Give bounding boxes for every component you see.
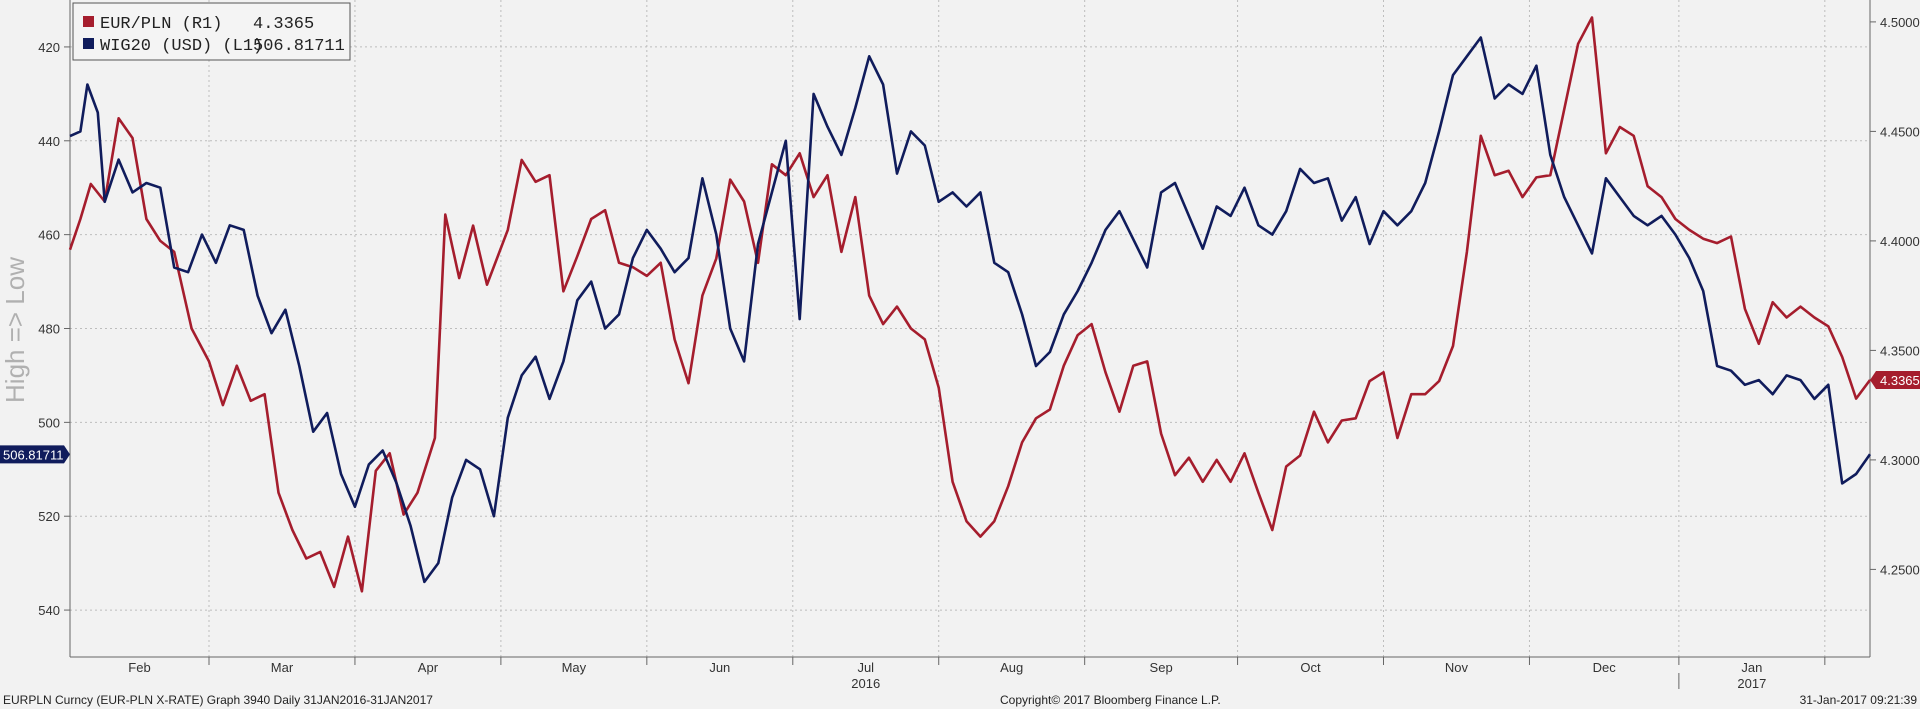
left-last-value-tag: 506.81711 [0, 445, 70, 464]
footer-description: EURPLN Curncy (EUR-PLN X-RATE) Graph 394… [3, 693, 433, 707]
left-axis-ticks: 420 440 460 480 500 520 540 [38, 40, 70, 618]
left-tick-label: 540 [38, 603, 60, 618]
legend-swatch-eurpln [83, 16, 94, 27]
left-tick-label: 500 [38, 415, 60, 430]
legend-box [72, 2, 351, 61]
y-axis-label: High => Low [0, 257, 30, 403]
legend: EUR/PLN (R1) 4.3365 WIG20 (USD) (L1) 506… [72, 2, 351, 61]
right-tick-label: 4.2500 [1880, 562, 1920, 577]
legend-label-eurpln: EUR/PLN (R1) [100, 15, 222, 34]
right-tag-text: 4.3365 [1880, 373, 1920, 388]
left-tick-label: 460 [38, 228, 60, 243]
x-tick-label: Jun [709, 660, 730, 675]
legend-swatch-wig20 [83, 38, 94, 49]
right-tag-shape [1870, 370, 1920, 389]
left-tick-label: 440 [38, 134, 60, 149]
x-tick-label: Dec [1593, 660, 1617, 675]
x-tick-label: Nov [1445, 660, 1469, 675]
right-tick-label: 4.3000 [1880, 453, 1920, 468]
right-tick-label: 4.5000 [1880, 15, 1920, 30]
x-tick-label: Jul [857, 660, 874, 675]
year-label: 2017 [1737, 676, 1766, 691]
left-tag-shape [0, 445, 70, 464]
legend-value-wig20: 506.81711 [253, 37, 345, 56]
left-tick-label: 480 [38, 322, 60, 337]
right-tick-label: 4.3500 [1880, 343, 1920, 358]
left-tag-text: 506.81711 [3, 447, 64, 462]
x-tick-label: May [562, 660, 587, 675]
right-tick-label: 4.4500 [1880, 124, 1920, 139]
x-axis-ticks: Feb Mar Apr May Jun Jul Aug Sep Oct Nov Dec Jan 2016… [128, 657, 1826, 691]
year-label: 2016 [851, 676, 880, 691]
series [68, 16, 1872, 593]
right-axis-ticks: 4.2500 4.3000 4.3500 4.4000 4.4500 4.5000 [1870, 15, 1920, 577]
x-tick-label: Feb [128, 660, 150, 675]
left-tick-label: 420 [38, 40, 60, 55]
x-tick-label: Mar [271, 660, 294, 675]
footer-timestamp: 31-Jan-2017 09:21:39 [1800, 693, 1918, 707]
left-tick-label: 520 [38, 509, 60, 524]
x-tick-label: Sep [1150, 660, 1173, 675]
x-tick-label: Aug [1000, 660, 1023, 675]
legend-value-eurpln: 4.3365 [253, 15, 314, 34]
right-tick-label: 4.4000 [1880, 234, 1920, 249]
x-tick-label: Jan [1741, 660, 1762, 675]
footer: EURPLN Curncy (EUR-PLN X-RATE) Graph 394… [3, 693, 1917, 707]
right-last-value-tag: 4.3365 [1870, 370, 1920, 389]
legend-label-wig20: WIG20 (USD) (L1) [100, 37, 263, 56]
series-line-eurpln [68, 16, 1872, 593]
x-tick-label: Apr [418, 660, 439, 675]
footer-copyright: Copyright© 2017 Bloomberg Finance L.P. [1000, 693, 1221, 707]
x-tick-label: Oct [1300, 660, 1321, 675]
series-line-wig20 [69, 36, 1872, 584]
